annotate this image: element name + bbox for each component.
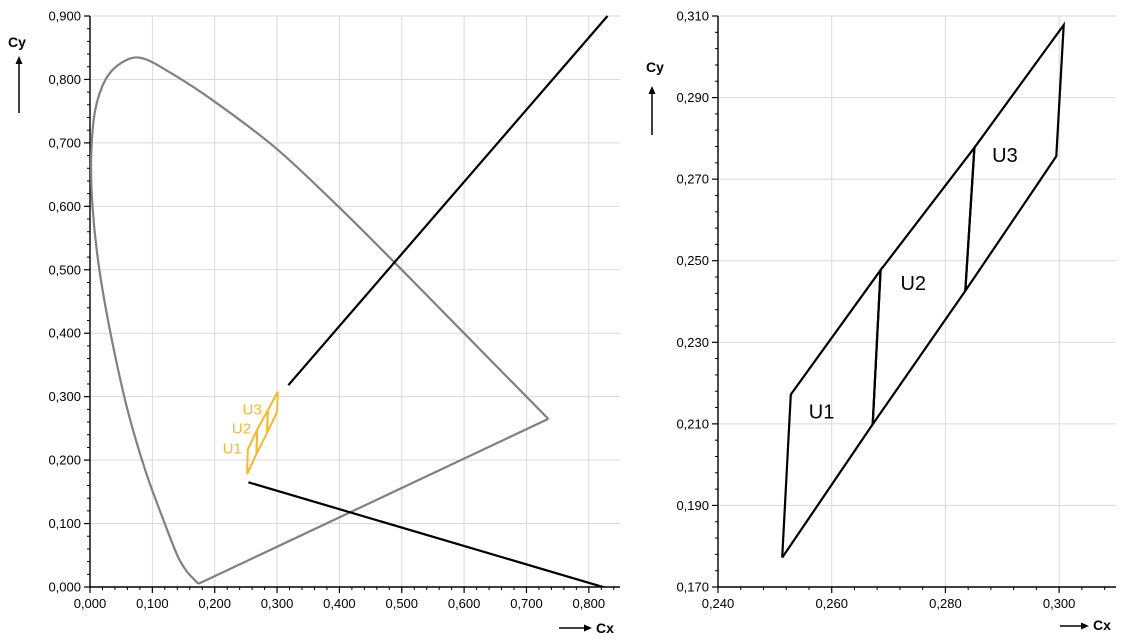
right-y-arrow-icon	[648, 86, 656, 135]
left-x-tick-labels: 0,000 0,100 0,200 0,300 0,400 0,500 0,600 0,700…	[74, 596, 605, 611]
region-u3-outline	[266, 391, 279, 434]
y-tick-label: 0,310	[676, 9, 709, 24]
x-tick-label: 0,400	[323, 596, 356, 611]
y-tick-label: 0,300	[48, 389, 81, 404]
y-tick-label: 0,500	[48, 262, 81, 277]
region-u3-label: U3	[243, 402, 262, 419]
x-tick-label: 0,800	[573, 596, 606, 611]
zoom-pointer-line-2	[248, 481, 607, 587]
zoom-region-u3-outline	[964, 21, 1066, 292]
x-tick-label: 0,280	[929, 596, 962, 611]
y-tick-label: 0,900	[48, 9, 81, 24]
y-tick-label: 0,400	[48, 326, 81, 341]
y-tick-label: 0,700	[48, 135, 81, 150]
purple-boundary-line	[198, 417, 549, 585]
y-tick-label: 0,800	[48, 72, 81, 87]
left-series	[89, 15, 609, 587]
right-series	[781, 21, 1066, 559]
right-x-tick-labels: 0,240 0,260 0,280 0,300	[702, 596, 1076, 611]
zoom-pointer-line-1	[287, 15, 609, 386]
right-grid	[718, 15, 1116, 587]
left-y-arrow-icon	[15, 56, 23, 113]
region-u1-label: U1	[223, 440, 242, 457]
y-tick-label: 0,210	[676, 416, 709, 431]
left-x-axis-title: Cx	[596, 620, 614, 636]
x-tick-label: 0,600	[448, 596, 481, 611]
region-u2-label: U2	[232, 421, 251, 438]
y-tick-label: 0,100	[48, 516, 81, 531]
y-tick-label: 0,250	[676, 253, 709, 268]
zoom-region-u3-label: U3	[992, 145, 1018, 167]
right-y-tick-labels: 0,170 0,190 0,210 0,230 0,250 0,270 0,290 0,310	[676, 9, 709, 595]
x-tick-label: 0,100	[136, 596, 169, 611]
left-x-arrow-icon	[559, 624, 592, 632]
y-tick-label: 0,600	[48, 199, 81, 214]
zoom-region-u1-label: U1	[809, 402, 835, 424]
y-tick-label: 0,200	[48, 453, 81, 468]
left-grid	[90, 15, 620, 587]
left-axes	[84, 15, 620, 593]
y-tick-label: 0,290	[676, 90, 709, 105]
x-tick-label: 0,300	[1043, 596, 1076, 611]
y-tick-label: 0,230	[676, 335, 709, 350]
right-y-axis-title: Cy	[646, 59, 664, 75]
x-tick-label: 0,000	[74, 596, 107, 611]
y-tick-label: 0,270	[676, 172, 709, 187]
x-tick-label: 0,240	[702, 596, 735, 611]
right-region-labels: U1 U2 U3	[809, 145, 1018, 424]
left-y-axis-title: Cy	[8, 34, 26, 50]
y-tick-label: 0,000	[48, 580, 81, 595]
zoom-region-u2-label: U2	[900, 273, 926, 295]
right-axes	[712, 15, 1116, 593]
x-tick-label: 0,300	[261, 596, 294, 611]
x-tick-label: 0,200	[198, 596, 231, 611]
x-tick-label: 0,260	[815, 596, 848, 611]
y-tick-label: 0,190	[676, 498, 709, 513]
x-tick-label: 0,700	[510, 596, 543, 611]
right-x-axis-title: Cx	[1093, 617, 1111, 633]
x-tick-label: 0,500	[385, 596, 418, 611]
spectral-locus-line	[89, 56, 550, 585]
right-x-arrow-icon	[1060, 622, 1089, 630]
left-y-tick-labels: 0,000 0,100 0,200 0,300 0,400 0,500 0,600 0,700…	[48, 9, 81, 595]
y-tick-label: 0,170	[676, 580, 709, 595]
left-region-labels: U1 U2 U3	[223, 402, 262, 458]
